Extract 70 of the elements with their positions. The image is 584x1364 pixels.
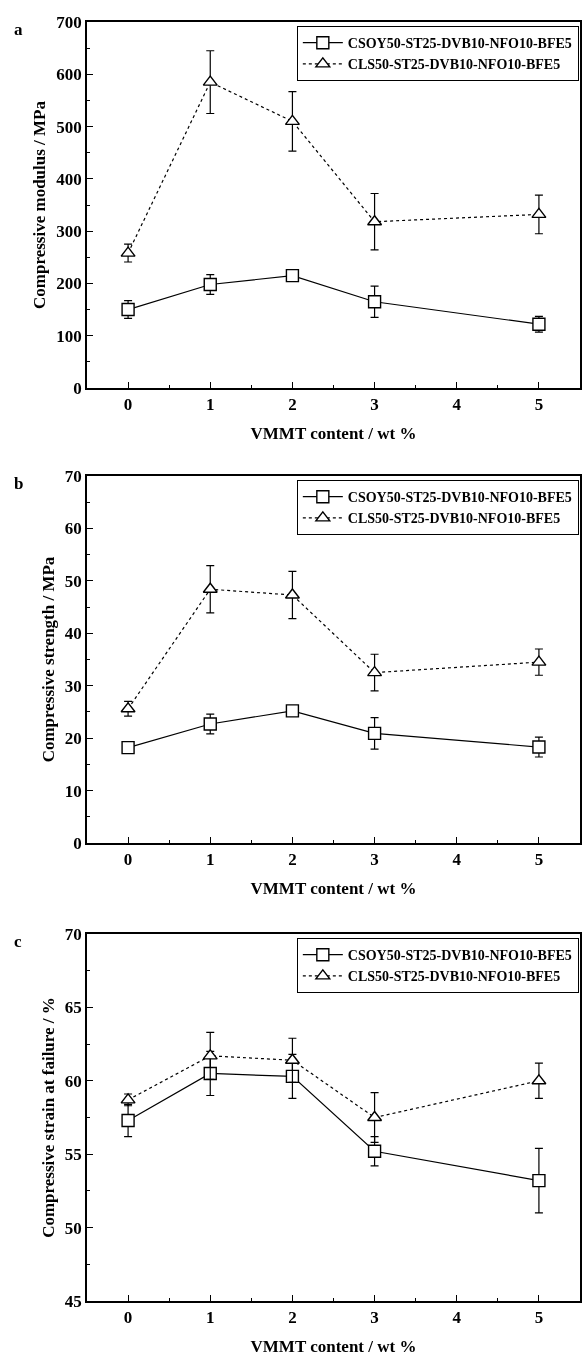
x-tick-label: 0 [123,395,133,415]
y-tick-label: 200 [56,274,82,294]
y-tick-label: 60 [64,519,82,539]
legend-label: CLS50-ST25-DVB10-NFO10-BFE5 [347,57,561,73]
x-tick-label: 4 [452,1308,462,1328]
legend-label: CSOY50-ST25-DVB10-NFO10-BFE5 [347,948,572,964]
x-tick-label: 3 [370,850,379,870]
x-tick-label: 4 [452,395,462,415]
y-tick-label: 0 [73,833,82,853]
x-tick-label: 2 [288,1308,297,1328]
x-tick-label: 0 [123,1308,133,1328]
point [121,1113,135,1128]
y-tick-label: 50 [64,1218,82,1238]
legend-label: CSOY50-ST25-DVB10-NFO10-BFE5 [347,490,572,506]
y-tick-label: 0 [73,378,82,398]
y-tick-label: 65 [64,998,82,1018]
point [284,114,301,126]
y-tick-label: 55 [64,1145,82,1165]
y-axis-title: Compressive strength / MPa [38,556,58,763]
x-axis-title: VMMT content / wt % [250,879,417,899]
y-tick-label: 100 [56,326,82,346]
y-tick-label: 60 [64,1071,82,1091]
point [121,740,135,755]
point [203,277,217,292]
legend-label: CSOY50-ST25-DVB10-NFO10-BFE5 [347,36,572,52]
y-tick-label: 10 [64,781,82,801]
y-tick-label: 45 [64,1291,82,1311]
point [531,207,547,219]
y-axis-title: Compressive strain at failure / % [38,997,58,1238]
x-tick-label: 3 [370,1308,379,1328]
x-tick-label: 2 [288,395,297,415]
point [285,268,300,283]
y-tick-label: 50 [64,571,82,591]
point [366,1110,383,1122]
y-tick-label: 300 [56,222,82,242]
text: b [14,474,24,493]
x-axis-title: VMMT content / wt % [250,1337,417,1357]
legend-label: CLS50-ST25-DVB10-NFO10-BFE5 [347,511,561,527]
y-tick-label: 20 [64,729,82,749]
point [367,1144,382,1158]
x-tick-label: 1 [206,850,215,870]
point [367,295,382,309]
x-tick-label: 3 [370,395,379,415]
y-tick-label: 30 [64,676,82,696]
point [532,1173,546,1188]
point [532,740,546,754]
point [285,704,300,718]
point [366,665,383,677]
x-axis-title: VMMT content / wt % [250,424,417,444]
x-tick-label: 2 [288,850,297,870]
point [367,726,382,741]
text: a [14,20,23,39]
x-tick-label: 5 [534,1308,544,1328]
y-tick-label: 400 [56,169,82,189]
point [203,717,217,731]
x-tick-label: 1 [206,395,215,415]
y-tick-label: 500 [56,117,82,137]
y-tick-label: 700 [56,12,82,32]
legend-label: CLS50-ST25-DVB10-NFO10-BFE5 [347,969,561,985]
y-tick-label: 70 [64,466,82,486]
x-tick-label: 1 [206,1308,215,1328]
x-tick-label: 4 [452,850,462,870]
x-tick-label: 5 [534,850,544,870]
y-axis-title: Compressive modulus / MPa [30,100,50,309]
y-tick-label: 40 [64,624,82,644]
y-tick-label: 600 [56,65,82,85]
y-tick-label: 70 [64,924,82,944]
text: c [14,932,22,951]
x-tick-label: 5 [534,395,544,415]
x-tick-label: 0 [123,850,133,870]
